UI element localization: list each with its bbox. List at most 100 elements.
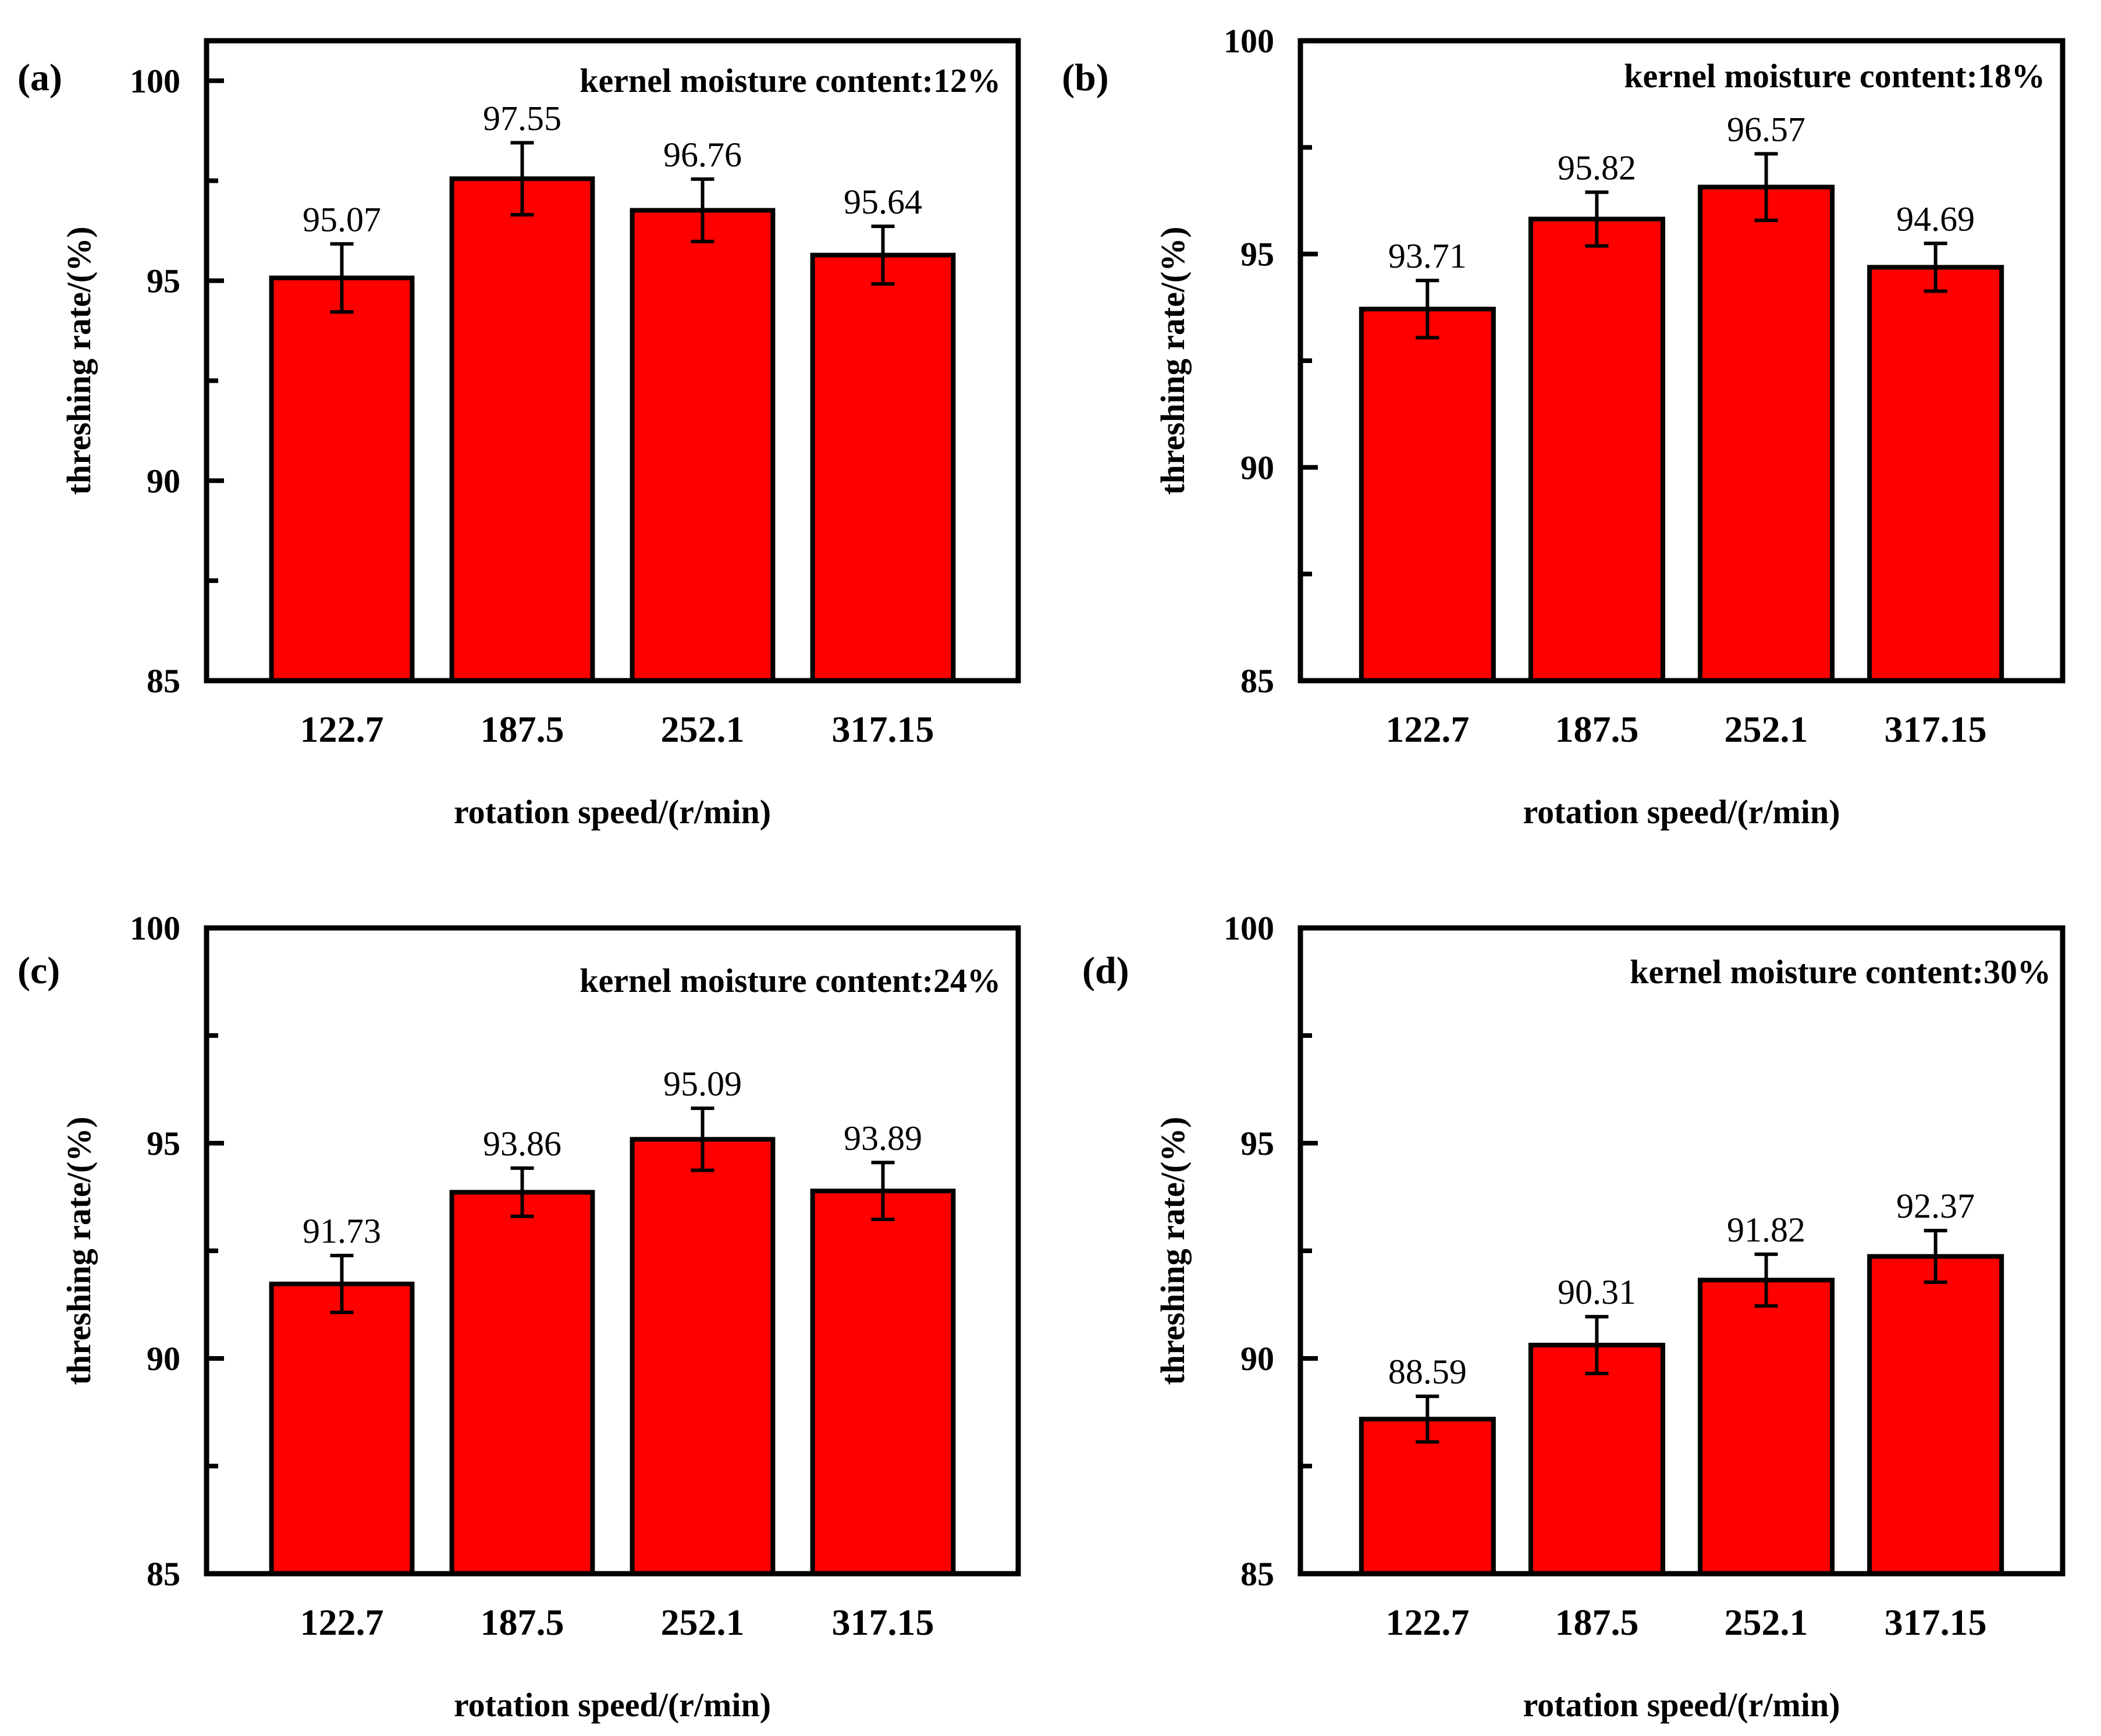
y-tick-label: 100 <box>1224 22 1274 60</box>
y-axis-title: threshing rate/(%) <box>1154 226 1192 495</box>
moisture-annotation: kernel moisture content:18% <box>1624 57 2045 95</box>
error-bar <box>691 177 714 244</box>
y-tick-label: 90 <box>1240 1340 1274 1378</box>
bar <box>449 1190 595 1577</box>
data-label: 90.31 <box>1558 1273 1636 1311</box>
bar <box>630 1137 776 1576</box>
y-tick-label: 85 <box>147 662 180 700</box>
x-tick-label: 122.7 <box>1385 709 1469 750</box>
error-bar <box>1416 1395 1439 1444</box>
y-tick-label: 85 <box>147 1555 180 1593</box>
moisture-annotation: kernel moisture content:12% <box>580 62 1001 99</box>
data-label: 95.09 <box>663 1065 742 1103</box>
data-label: 91.82 <box>1727 1211 1805 1249</box>
data-label: 97.55 <box>483 99 561 137</box>
x-axis-title: rotation speed/(r/min) <box>1523 793 1840 831</box>
y-tick-label: 100 <box>130 62 180 100</box>
error-bar <box>330 242 354 314</box>
chart-panel-d: 88.59 122.7 90.31 187.5 91.82 252.1 92.37 317.1… <box>1082 909 2066 1724</box>
x-axis-title: rotation speed/(r/min) <box>454 793 771 831</box>
x-tick-label: 122.7 <box>300 709 384 750</box>
y-tick-label: 95 <box>147 1125 180 1162</box>
x-tick-label: 252.1 <box>661 709 745 750</box>
data-label: 91.73 <box>303 1212 381 1250</box>
bar <box>1867 1254 2004 1577</box>
x-tick-label: 317.15 <box>1885 1602 1987 1643</box>
bar <box>1528 216 1665 683</box>
data-label: 92.37 <box>1896 1187 1975 1225</box>
y-axis-title: threshing rate/(%) <box>60 226 98 495</box>
x-tick-label: 187.5 <box>1555 709 1638 750</box>
x-tick-label: 252.1 <box>661 1602 745 1643</box>
moisture-annotation: kernel moisture content:30% <box>1630 953 2051 991</box>
error-bar <box>1924 241 1947 293</box>
y-axis-title: threshing rate/(%) <box>1154 1116 1192 1385</box>
chart-panel-b: 93.71 122.7 95.82 187.5 96.57 252.1 94.69 317.1… <box>1062 22 2066 831</box>
bar <box>269 275 415 683</box>
x-tick-label: 252.1 <box>1725 1602 1808 1643</box>
bar <box>810 252 956 683</box>
panel-label: (d) <box>1082 949 1129 992</box>
data-label: 93.89 <box>844 1119 922 1157</box>
y-tick-label: 100 <box>1224 909 1274 947</box>
x-tick-label: 187.5 <box>481 1602 564 1643</box>
bar <box>449 176 595 683</box>
data-label: 95.82 <box>1558 148 1636 187</box>
data-label: 93.71 <box>1388 237 1467 275</box>
data-label: 93.86 <box>483 1125 561 1163</box>
y-tick-label: 95 <box>147 262 180 300</box>
data-label: 94.69 <box>1896 200 1975 238</box>
error-bar <box>1585 190 1609 248</box>
error-bar <box>510 1166 534 1218</box>
x-axis-title: rotation speed/(r/min) <box>1523 1686 1840 1724</box>
x-tick-label: 317.15 <box>832 709 934 750</box>
chart-panel-c: 91.73 122.7 93.86 187.5 95.09 252.1 93.89 317.1… <box>17 909 1021 1724</box>
y-tick-label: 95 <box>1240 1125 1274 1162</box>
y-tick-label: 85 <box>1240 662 1274 700</box>
error-bar <box>1754 1252 1778 1308</box>
bar <box>1698 1278 1835 1577</box>
panel-label: (a) <box>17 56 62 99</box>
y-tick-label: 90 <box>1240 449 1274 486</box>
bar <box>630 208 776 683</box>
x-axis-title: rotation speed/(r/min) <box>454 1686 771 1724</box>
x-tick-label: 122.7 <box>300 1602 384 1643</box>
error-bar <box>330 1254 354 1314</box>
error-bar <box>510 141 534 217</box>
data-label: 96.57 <box>1727 110 1805 148</box>
y-tick-label: 95 <box>1240 236 1274 273</box>
bar <box>810 1189 956 1576</box>
data-label: 96.76 <box>663 136 742 174</box>
data-label: 88.59 <box>1388 1353 1467 1391</box>
panel-label: (b) <box>1062 56 1109 99</box>
x-tick-label: 317.15 <box>832 1602 934 1643</box>
error-bar <box>871 1161 895 1221</box>
bar <box>1528 1343 1665 1577</box>
y-axis-title: threshing rate/(%) <box>60 1116 98 1385</box>
panel-label: (c) <box>17 949 60 992</box>
error-bar <box>1416 279 1439 340</box>
x-tick-label: 252.1 <box>1725 709 1808 750</box>
y-tick-label: 85 <box>1240 1555 1274 1593</box>
error-bar <box>871 225 895 286</box>
error-bar <box>1924 1229 1947 1285</box>
error-bar <box>1754 152 1778 222</box>
y-tick-label: 90 <box>147 462 180 500</box>
bar <box>1359 307 1496 683</box>
x-tick-label: 122.7 <box>1385 1602 1469 1643</box>
moisture-annotation: kernel moisture content:24% <box>580 962 1001 999</box>
y-tick-label: 90 <box>147 1340 180 1378</box>
data-label: 95.07 <box>303 200 381 239</box>
bar <box>269 1281 415 1576</box>
bar <box>1867 265 2004 683</box>
plot-frame <box>204 38 1021 684</box>
data-label: 95.64 <box>844 183 922 221</box>
chart-panel-a: 95.07 122.7 97.55 187.5 96.76 252.1 95.64 317.1… <box>17 38 1021 831</box>
x-tick-label: 187.5 <box>481 709 564 750</box>
x-tick-label: 187.5 <box>1555 1602 1638 1643</box>
y-tick-label: 100 <box>130 909 180 947</box>
x-tick-label: 317.15 <box>1885 709 1987 750</box>
error-bar <box>1585 1315 1609 1375</box>
error-bar <box>691 1107 714 1172</box>
